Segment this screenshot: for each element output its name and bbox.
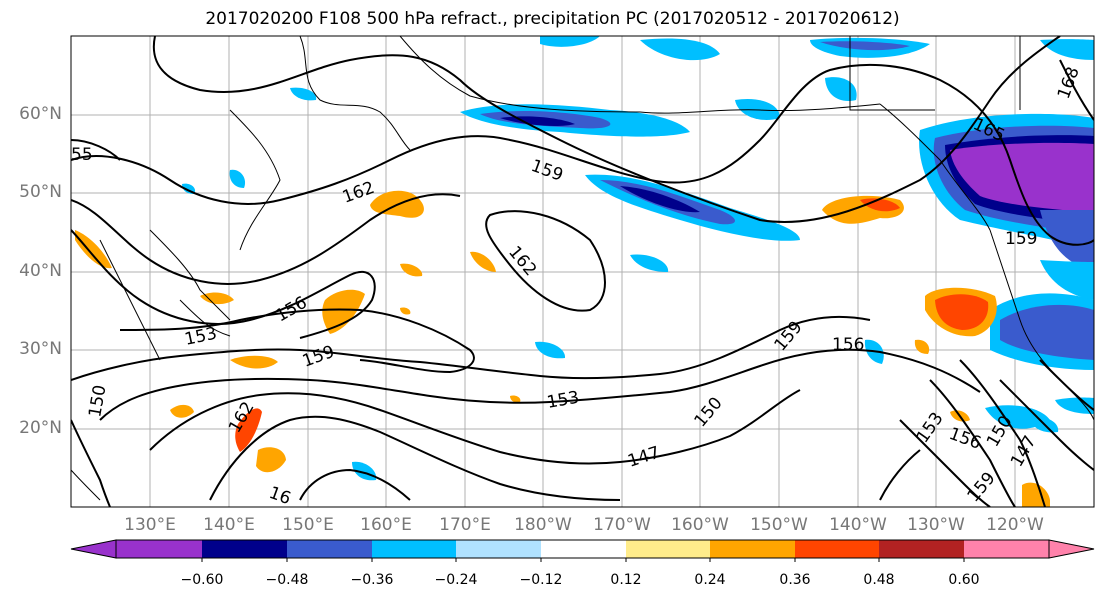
- contour-label: 159: [300, 342, 337, 372]
- colorbar-segment: [795, 540, 879, 558]
- contour-label: 150: [691, 393, 727, 431]
- contour-label: 159: [528, 156, 565, 186]
- map-title: 2017020200 F108 500 hPa refract., precip…: [205, 9, 900, 29]
- lon-label: 130°E: [124, 515, 176, 535]
- colorbar-segment: [541, 540, 626, 558]
- lon-label: 170°W: [593, 515, 651, 535]
- lon-label: 130°W: [907, 515, 965, 535]
- colorbar-segment: [456, 540, 541, 558]
- contour-lines: [71, 36, 1094, 507]
- colorbar-segment: [372, 540, 456, 558]
- lon-label: 150°E: [282, 515, 334, 535]
- colorbar-segment: [879, 540, 964, 558]
- colorbar-tick-label: 0.24: [694, 572, 726, 588]
- lon-label: 120°W: [986, 515, 1044, 535]
- contour-label: 153: [545, 388, 580, 413]
- colorbar-tick-label: −0.60: [180, 572, 224, 588]
- contour-label: 147: [625, 443, 662, 472]
- colorbar-tick-label: 0.48: [863, 572, 895, 588]
- contour-label: 153: [913, 409, 948, 447]
- colorbar-segment: [710, 540, 795, 558]
- contour-label: 156: [832, 335, 864, 355]
- colorbar-frame: [115, 539, 1050, 559]
- negative-anomaly-areas: [182, 36, 1094, 481]
- lon-label: 150°W: [750, 515, 808, 535]
- coastlines: [71, 36, 1094, 501]
- lon-label: 160°W: [671, 515, 729, 535]
- lat-label: 60°N: [19, 104, 62, 124]
- colorbar-segment: [964, 540, 1049, 558]
- colorbar-segment: [287, 540, 372, 558]
- gridlines: [71, 36, 1094, 507]
- lat-label: 20°N: [19, 418, 62, 438]
- lon-label: 140°E: [203, 515, 255, 535]
- contour-label: 16: [266, 483, 293, 509]
- contour-label: 156: [946, 424, 983, 454]
- contour-label: 147: [1007, 432, 1041, 470]
- colorbar-tick-label: −0.24: [434, 572, 478, 588]
- colorbar-tick-label: 0.12: [610, 572, 642, 588]
- colorbar-tick-label: 0.36: [779, 572, 811, 588]
- colorbar-tick-label: 0.60: [948, 572, 980, 588]
- colorbar-max-extend: [1048, 539, 1095, 559]
- positive-anomaly-areas: [75, 190, 1050, 507]
- contour-label: 159: [1005, 229, 1037, 249]
- map-frame: [70, 35, 1095, 508]
- lon-label: 160°E: [360, 515, 412, 535]
- contour-label: 162: [504, 242, 540, 280]
- colorbar: [70, 539, 1095, 562]
- colorbar-segment: [626, 540, 710, 558]
- contour-label: 55: [71, 145, 93, 165]
- colorbar-tick-label: −0.36: [350, 572, 394, 588]
- lon-label: 170°E: [439, 515, 491, 535]
- lon-label: 180°W: [514, 515, 572, 535]
- colorbar-min-extend: [70, 539, 117, 559]
- colorbar-segment: [202, 540, 287, 558]
- lat-label: 40°N: [19, 261, 62, 281]
- colorbar-tick-label: −0.48: [265, 572, 309, 588]
- lon-label: 140°W: [829, 515, 887, 535]
- lat-label: 50°N: [19, 182, 62, 202]
- colorbar-tick-label: −0.12: [519, 572, 563, 588]
- colorbar-segment: [116, 540, 202, 558]
- contour-label: 159: [964, 468, 1000, 506]
- lat-label: 30°N: [19, 339, 62, 359]
